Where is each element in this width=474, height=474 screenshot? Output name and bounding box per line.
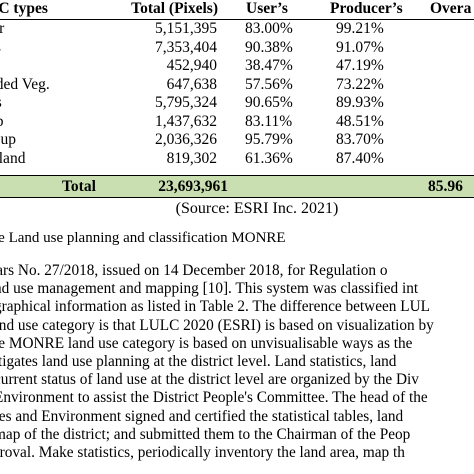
cell-total-pixels: 5,795,324 [155,94,217,111]
header-overall-accuracy: Overa [430,0,472,17]
cell-lc-type: e land [0,149,26,167]
table-source-note: (Source: ESRI Inc. 2021) [175,200,339,217]
paragraph-line: map of the district; and submitted them … [0,425,411,443]
cell-total-pixels: 1,437,632 [155,112,217,130]
cell-users-accuracy: 83.11% [245,112,293,130]
cell-users-accuracy: 83.00% [245,20,293,37]
header-producers-accuracy: Producer’s [330,0,403,17]
header-total-pixels: Total (Pixels) [131,0,218,17]
table-row: ter 5,151,395 83.00% 99.21% [0,20,474,39]
table-total-row: Total 23,693,961 85.96 [0,175,474,198]
cell-lc-type: lt up [0,131,16,148]
cell-lc-type: es [0,39,1,58]
cell-producers-accuracy: 48.51% [336,112,384,130]
total-pixels: 23,693,961 [158,178,228,195]
table-caption: mese Land use planning and classificatio… [0,230,286,246]
paragraph-line: ces and Environment signed and certified… [0,407,404,425]
paragraph-line: current status of land use at the distri… [0,371,419,389]
header-users-accuracy: User’s [246,0,288,17]
cell-total-pixels: 2,036,326 [155,131,217,148]
cell-producers-accuracy: 91.07% [336,38,384,56]
cell-producers-accuracy: 47.19% [336,57,384,74]
table-row: es 7,353,404 90.38% 91.07% [0,39,474,58]
table-row: ps 5,795,324 90.65% 89.93% [0,94,474,113]
cell-producers-accuracy: 87.40% [336,149,384,167]
total-label: Total [62,178,96,195]
table-body: ter 5,151,395 83.00% 99.21% es 7,353,404… [0,20,474,168]
paragraph-line: lars No. 27/2018, issued on 14 December … [0,262,388,279]
body-paragraph: lars No. 27/2018, issued on 14 December … [0,262,474,462]
cell-producers-accuracy: 73.22% [336,75,384,93]
table-row: oded Veg. 647,638 57.56% 73.22% [0,76,474,95]
total-overall-accuracy: 85.96 [428,178,463,195]
lulc-accuracy-table: LC types Total (Pixels) User’s Producer’… [0,0,474,167]
cell-users-accuracy: 38.47% [245,57,293,74]
cell-users-accuracy: 90.65% [245,94,293,111]
cell-lc-type: ps [0,94,2,113]
cell-users-accuracy: 61.36% [245,149,293,167]
cell-lc-type: ter [0,20,5,37]
paragraph-line: le MONRE land use category is based on u… [0,334,413,352]
cell-total-pixels: 5,151,395 [155,20,217,37]
paragraph-line: proval. Make statistics, periodically in… [0,443,405,461]
header-rule [0,19,474,20]
paragraph-line: and use category is that LULC 2020 (ESRI… [0,316,434,334]
paragraph-line: stigates land use planning at the distri… [0,352,397,370]
table-row: e land 819,302 61.36% 87.40% [0,150,474,169]
cell-producers-accuracy: 99.21% [336,20,384,37]
cell-producers-accuracy: 83.70% [336,131,384,148]
cell-lc-type: ub [0,113,4,132]
cell-users-accuracy: 57.56% [245,75,293,93]
table-row: lt up 2,036,326 95.79% 83.70% [0,131,474,150]
cell-total-pixels: 647,638 [166,75,217,93]
table-row: ub 1,437,632 83.11% 48.51% [0,113,474,132]
cell-users-accuracy: 90.38% [245,38,293,56]
cell-total-pixels: 452,940 [166,57,217,74]
cell-total-pixels: 7,353,404 [155,38,217,56]
paragraph-line: Environment to assist the District Peopl… [0,389,428,407]
cell-users-accuracy: 95.79% [245,131,293,148]
paragraph-line: graphical information as listed in Table… [0,298,431,316]
table-row: ss 452,940 38.47% 47.19% [0,57,474,76]
table-header-row: LC types Total (Pixels) User’s Producer’… [0,0,474,19]
cell-lc-type: oded Veg. [0,75,50,93]
header-lc-types: LC types [0,0,48,17]
paragraph-line: nd use management and mapping [10]. This… [0,280,419,298]
cell-producers-accuracy: 89.93% [336,94,384,111]
cell-total-pixels: 819,302 [166,149,217,167]
